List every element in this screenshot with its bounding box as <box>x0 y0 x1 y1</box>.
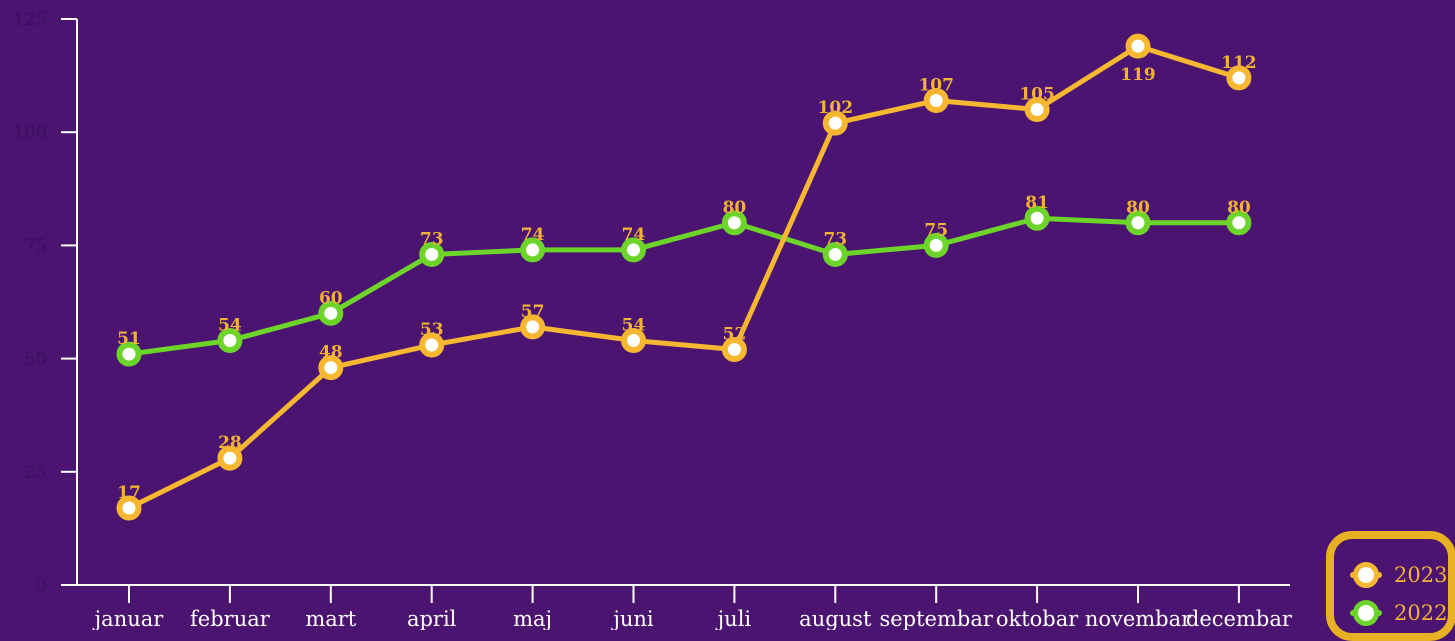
data-point-2022 <box>520 237 546 263</box>
data-point-2023 <box>621 327 646 353</box>
y-tick-label: 25 <box>24 462 47 483</box>
series-line-2023 <box>127 43 1240 511</box>
y-axis-ticks: 0 25 50 75 100 125 <box>13 9 77 596</box>
data-label-2023: 48 <box>319 343 343 363</box>
legend-marker-2023 <box>1350 561 1382 589</box>
data-label-2023: 53 <box>420 320 444 340</box>
data-label-2022: 73 <box>420 229 444 249</box>
data-label-2022: 80 <box>723 198 747 218</box>
x-tick-label: april <box>407 607 457 630</box>
data-point-2022 <box>822 241 848 267</box>
data-label-2023: 102 <box>818 98 854 118</box>
data-point-2022 <box>1226 210 1252 236</box>
data-point-2023 <box>217 445 243 471</box>
data-point-2023 <box>1125 33 1151 59</box>
data-point-2023 <box>721 337 747 363</box>
legend-item-2023[interactable]: 2023 <box>1350 561 1447 589</box>
x-tick-label: februar <box>190 607 271 630</box>
data-point-2022 <box>419 241 445 267</box>
data-label-2022: 73 <box>823 229 847 249</box>
data-point-2023 <box>419 332 445 358</box>
data-point-2022 <box>721 210 747 236</box>
x-tick-label: oktobar <box>996 607 1079 630</box>
data-label-2023: 54 <box>622 315 646 335</box>
data-labels: 51 54 60 73 74 74 80 73 75 81 80 80 17 28 48 53 57 54 52 10… <box>117 53 1256 503</box>
data-label-2023: 107 <box>918 76 954 96</box>
legend: 2023 2022 <box>1326 531 1455 641</box>
x-tick-label: mart <box>305 607 356 630</box>
x-tick-label: juli <box>715 607 752 630</box>
data-label-2022: 74 <box>622 225 646 245</box>
data-label-2022: 60 <box>319 288 343 308</box>
data-point-2023 <box>923 88 949 114</box>
y-tick-label: 75 <box>24 235 47 256</box>
data-label-2022: 74 <box>521 225 545 245</box>
y-tick-label: 50 <box>24 349 47 370</box>
data-point-2022 <box>621 237 646 263</box>
x-tick-label: decembar <box>1186 607 1293 630</box>
data-label-2022: 80 <box>1227 198 1251 218</box>
series-points <box>116 33 1252 521</box>
series-lines <box>127 43 1240 511</box>
data-point-2023 <box>116 495 142 521</box>
data-point-2023 <box>822 110 848 136</box>
data-point-2023 <box>318 355 344 381</box>
data-label-2023: 28 <box>218 433 242 453</box>
x-tick-label: juni <box>610 607 654 630</box>
data-label-2023: 105 <box>1019 85 1055 105</box>
data-label-2023: 119 <box>1120 65 1156 85</box>
data-label-2022: 81 <box>1025 193 1049 213</box>
legend-label-2023: 2023 <box>1394 563 1448 587</box>
legend-marker-2022 <box>1350 599 1382 627</box>
data-point-2023 <box>1226 65 1252 91</box>
data-point-2022 <box>116 341 142 367</box>
x-tick-label: septembar <box>879 607 993 630</box>
legend-item-2022[interactable]: 2022 <box>1350 599 1447 627</box>
y-tick-label: 0 <box>36 575 47 596</box>
x-tick-label: august <box>799 607 872 630</box>
axes <box>76 19 1290 586</box>
data-label-2023: 17 <box>117 483 141 503</box>
y-tick-label: 100 <box>13 122 47 143</box>
x-tick-label: januar <box>92 607 165 630</box>
legend-label-2022: 2022 <box>1394 601 1448 625</box>
series-line-2022 <box>128 215 1239 357</box>
data-label-2022: 75 <box>924 220 948 240</box>
data-label-2022: 80 <box>1126 198 1150 218</box>
data-label-2023: 57 <box>521 302 545 322</box>
data-label-2023: 52 <box>723 325 747 345</box>
x-axis-ticks: januar februar mart april maj juni juli august s… <box>92 585 1293 630</box>
x-tick-label: novembar <box>1085 607 1192 630</box>
data-point-2022 <box>923 232 949 258</box>
x-tick-label: maj <box>513 607 552 630</box>
data-point-2022 <box>1024 205 1050 231</box>
data-point-2022 <box>217 327 243 353</box>
data-point-2023 <box>1024 97 1050 123</box>
data-point-2022 <box>318 300 344 326</box>
data-label-2022: 54 <box>218 315 242 335</box>
data-point-2022 <box>1125 210 1151 236</box>
data-point-2023 <box>520 314 546 340</box>
y-tick-label: 125 <box>13 9 47 30</box>
data-label-2022: 51 <box>117 329 141 349</box>
data-label-2023: 112 <box>1221 53 1257 73</box>
